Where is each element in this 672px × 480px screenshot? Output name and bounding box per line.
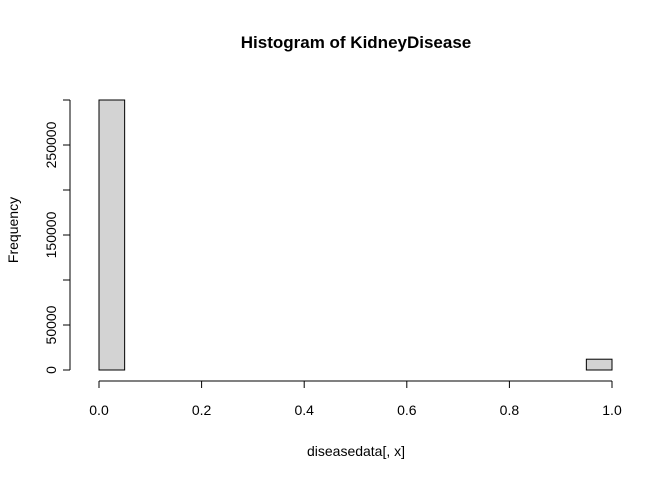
- x-tick-label: 0.6: [397, 402, 417, 418]
- x-axis: 0.0 0.2 0.4 0.6 0.8 1.0: [89, 380, 622, 418]
- x-tick-label: 0.8: [500, 402, 520, 418]
- x-tick-label: 0.2: [192, 402, 212, 418]
- y-axis-label: Frequency: [5, 197, 21, 263]
- histogram-bar-0: [98, 99, 126, 371]
- bars-group: [98, 99, 613, 371]
- x-tick-label: 0.0: [89, 402, 109, 418]
- x-axis-label: diseasedata[, x]: [307, 443, 405, 459]
- histogram-bar-19: [585, 358, 613, 371]
- y-axis: 0 50000 150000 250000: [43, 99, 71, 374]
- y-tick-label: 250000: [43, 121, 59, 168]
- y-tick-label: 50000: [43, 305, 59, 344]
- y-tick-label: 0: [43, 366, 59, 374]
- x-tick-label: 1.0: [602, 402, 622, 418]
- x-tick-label: 0.4: [294, 402, 314, 418]
- chart-title: Histogram of KidneyDisease: [241, 33, 472, 52]
- y-tick-label: 150000: [43, 211, 59, 258]
